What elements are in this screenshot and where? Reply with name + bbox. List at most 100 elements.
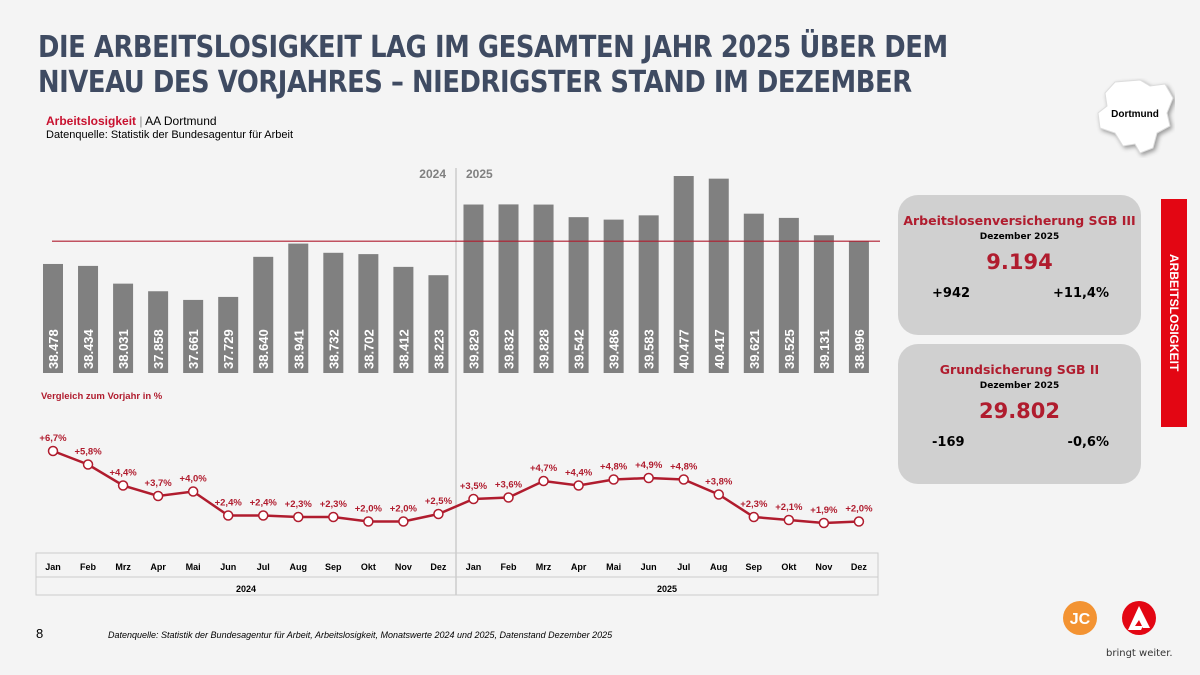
bar: [743, 213, 764, 373]
bar-label: 38.478: [46, 329, 61, 369]
bar: [218, 296, 239, 373]
source-line: Datenquelle: Statistik der Bundesagentur…: [46, 129, 294, 141]
slogan: bringt weiter.: [1106, 648, 1173, 659]
yoy-label: +2,3%: [285, 499, 313, 510]
yoy-label: +4,7%: [530, 463, 558, 474]
yoy-label: +3,5%: [460, 481, 488, 492]
bar: [428, 275, 449, 373]
card-abs-change: +942: [932, 286, 971, 301]
bar-label: 38.996: [852, 329, 867, 369]
yoy-label: +4,0%: [180, 474, 208, 485]
yoy-label: +2,1%: [775, 502, 803, 513]
bar: [673, 176, 694, 373]
bar-label: 40.477: [677, 329, 692, 369]
x-tick-label: Feb: [501, 562, 518, 572]
yoy-label: +2,3%: [320, 499, 348, 510]
yoy-point: [678, 474, 689, 485]
line-chart-title: Vergleich zum Vorjahr in %: [41, 391, 163, 402]
chart-subtitle: Arbeitslosigkeit | AA Dortmund: [46, 114, 217, 128]
yoy-point: [117, 480, 129, 491]
yoy-label: +4,8%: [670, 462, 698, 473]
yoy-label: +3,6%: [495, 480, 523, 491]
bar: [533, 204, 554, 373]
x-tick-label: Jun: [641, 562, 657, 572]
card-abs-change: -169: [932, 435, 965, 450]
yoy-point: [152, 490, 164, 502]
yoy-point: [82, 459, 94, 470]
bar: [568, 217, 589, 373]
yoy-point: [257, 510, 269, 521]
bar-label: 38.434: [81, 328, 96, 369]
bar-label: 37.661: [186, 329, 201, 369]
yoy-point: [328, 511, 339, 523]
x-tick-label: Dez: [851, 562, 868, 572]
yoy-label: +2,4%: [215, 498, 243, 509]
bar: [148, 291, 169, 373]
year-label-2024: 2024: [419, 167, 446, 181]
chart: 2024 2025 38.478 38.434 38.031 37.858 37.661 37…: [35, 167, 880, 596]
bar: [253, 256, 274, 373]
x-tick-label: Mrz: [115, 562, 131, 572]
bar-label: 39.832: [502, 329, 517, 369]
x-axis-frame: [35, 552, 879, 596]
x-tick-label: Jul: [257, 562, 270, 572]
bar-label: 38.702: [361, 329, 376, 369]
bar-label: 39.542: [572, 329, 587, 369]
footnote: Datenquelle: Statistik der Bundesagentur…: [108, 630, 613, 640]
bar-label: 38.941: [291, 329, 306, 369]
x-tick-label: Nov: [395, 562, 412, 572]
yoy-point: [187, 486, 199, 497]
bar: [813, 235, 834, 373]
bar: [603, 219, 624, 373]
x-tick-label: Jul: [677, 562, 690, 572]
bar: [393, 266, 414, 373]
yoy-label: +2,0%: [390, 504, 418, 515]
bar-label: 40.417: [712, 329, 727, 369]
card-pct-change: -0,6%: [1067, 435, 1109, 450]
side-band-label: ARBEITSLOSIGKEIT: [1167, 254, 1181, 372]
x-tick-label: Nov: [815, 562, 832, 572]
x-tick-label: Mrz: [536, 562, 552, 572]
yoy-point: [47, 445, 59, 457]
yoy-label: +4,9%: [635, 460, 663, 471]
yoy-point: [433, 508, 444, 520]
bar: [183, 299, 204, 373]
bar: [288, 243, 309, 373]
yoy-label: +2,0%: [355, 504, 383, 515]
card-sgb3: Arbeitslosenversicherung SGB III Dezembe…: [898, 195, 1141, 335]
x-year-label: 2024: [236, 584, 256, 594]
x-tick-label: Sep: [746, 562, 763, 572]
yoy-label: +4,4%: [565, 468, 593, 479]
subtitle-label: Arbeitslosigkeit: [46, 114, 137, 128]
svg-text:JC: JC: [1070, 611, 1091, 628]
ba-logo: [1122, 601, 1156, 635]
x-tick-label: Aug: [710, 562, 728, 572]
bar-label: 39.621: [747, 329, 762, 369]
x-tick-label: Jun: [220, 562, 236, 572]
year-label-2025: 2025: [466, 167, 493, 181]
page-number: 8: [36, 626, 44, 641]
bar-label: 38.412: [396, 329, 411, 369]
x-tick-label: Apr: [150, 562, 166, 572]
map-label: Dortmund: [1111, 109, 1159, 120]
jobcenter-logo: JC: [1063, 601, 1097, 635]
bar-label: 38.223: [431, 329, 446, 369]
yoy-line: [52, 449, 859, 525]
bar: [323, 252, 344, 373]
x-tick-label: Mai: [186, 562, 201, 572]
yoy-point: [293, 511, 304, 523]
card-heading: Arbeitslosenversicherung SGB III: [903, 213, 1136, 228]
card-sgb2: Grundsicherung SGB II Dezember 2025 29.8…: [898, 344, 1141, 484]
bar-label: 39.525: [782, 329, 797, 369]
yoy-label: +3,7%: [145, 478, 173, 489]
yoy-point: [643, 472, 654, 484]
bar: [463, 204, 484, 373]
bar-label: 38.031: [116, 329, 131, 369]
page-title: DIE ARBEITSLOSIGKEIT LAG IM GESAMTEN JAH…: [38, 30, 948, 100]
card-date: Dezember 2025: [979, 381, 1060, 391]
bar-label: 37.858: [151, 329, 166, 369]
yoy-label: +4,4%: [109, 468, 137, 479]
bar: [113, 283, 134, 373]
yoy-point: [468, 493, 479, 505]
yoy-label: +2,3%: [740, 499, 768, 510]
